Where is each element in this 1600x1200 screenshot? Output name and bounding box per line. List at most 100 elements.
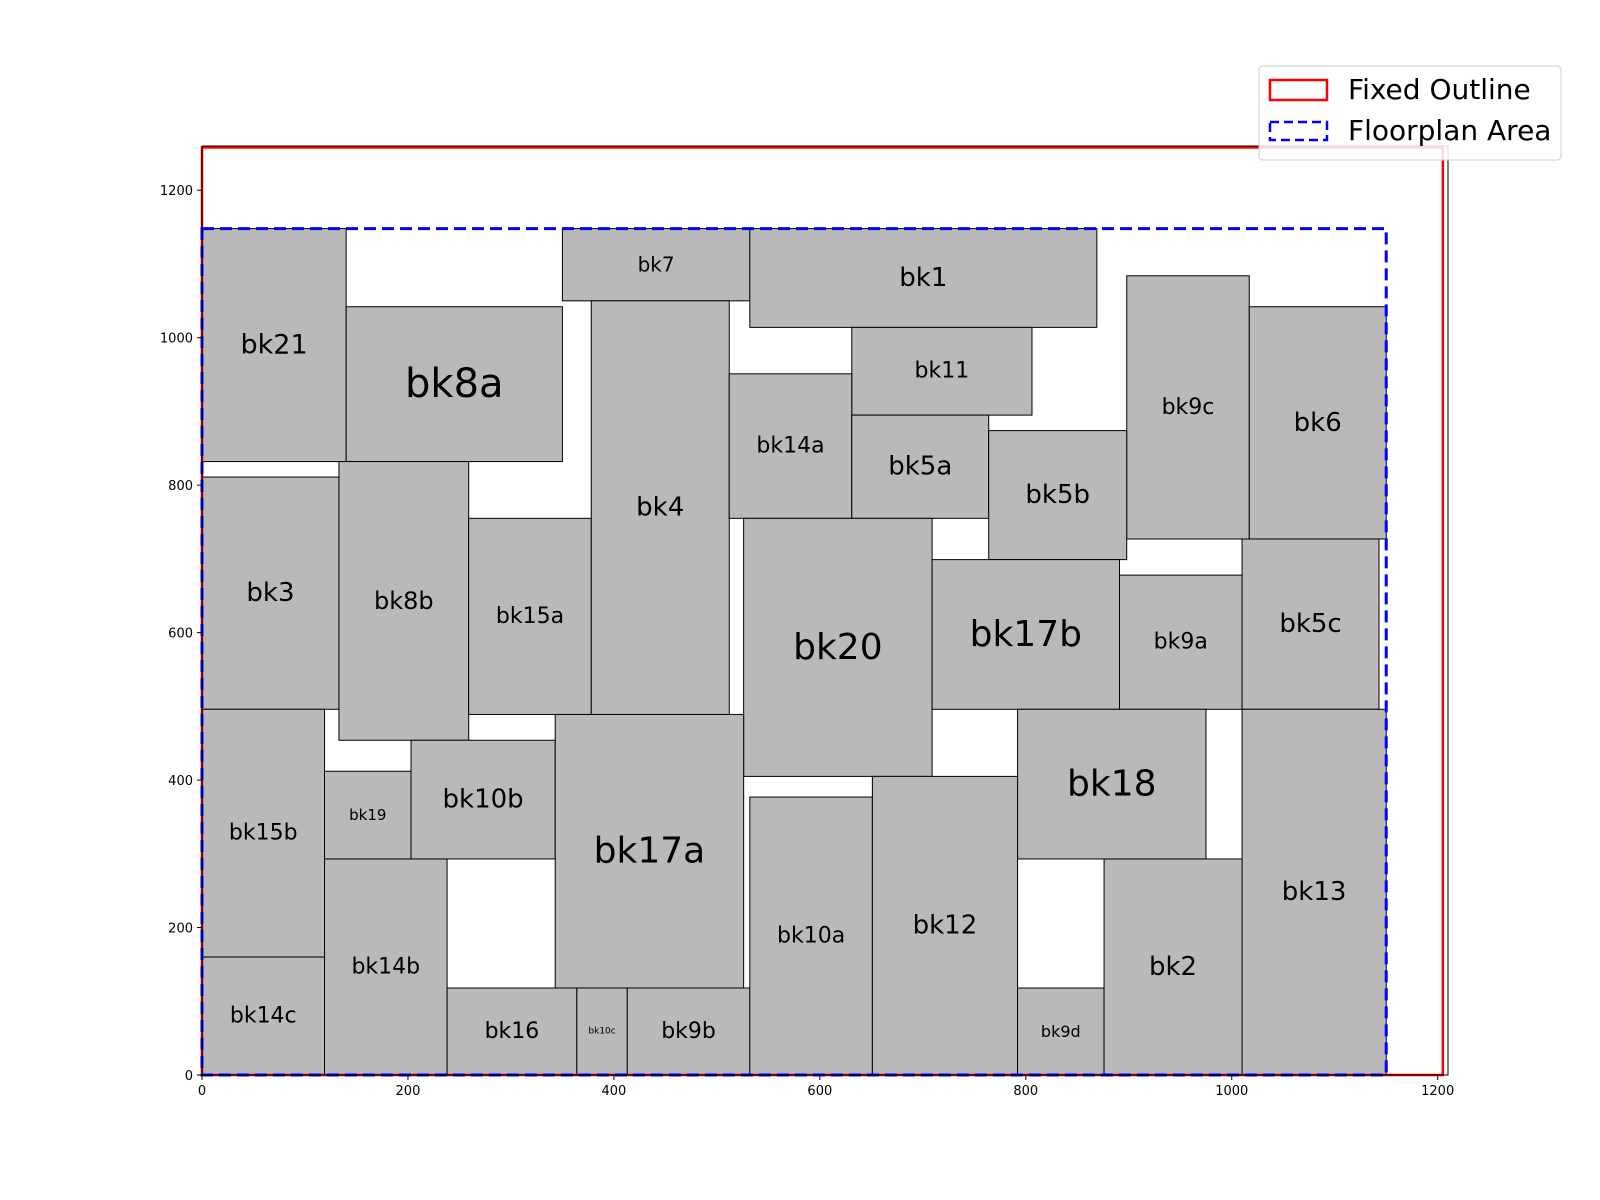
block-bk15b: bk15b xyxy=(201,708,326,958)
legend-swatch-fixed-outline xyxy=(1268,78,1329,102)
legend-label-fixed-outline: Fixed Outline xyxy=(1348,73,1531,106)
y-tick-label: 400 xyxy=(168,774,193,789)
x-tick-label: 600 xyxy=(807,1084,832,1099)
block-label: bk9c xyxy=(1162,395,1215,420)
block-label: bk8a xyxy=(405,361,504,407)
block-rect xyxy=(626,987,751,1076)
block-bk16: bk16 xyxy=(446,987,578,1076)
block-bk2: bk2 xyxy=(1103,858,1243,1076)
block-bk19: bk19 xyxy=(324,770,412,860)
block-rect xyxy=(345,306,563,463)
axes-frame xyxy=(201,145,1449,1076)
block-label: bk18 xyxy=(1067,764,1157,805)
block-bk5b: bk5b xyxy=(988,430,1128,561)
block-rect xyxy=(931,559,1121,710)
block-bk14a: bk14a xyxy=(728,373,853,519)
block-label: bk14a xyxy=(756,434,824,459)
x-tick-label: 200 xyxy=(396,1084,421,1099)
block-bk17b: bk17b xyxy=(931,559,1121,710)
block-bk9c: bk9c xyxy=(1126,275,1250,540)
block-bk14b: bk14b xyxy=(324,858,448,1076)
block-rect xyxy=(851,326,1033,416)
y-tick-label: 0 xyxy=(185,1069,193,1084)
block-rect xyxy=(576,987,628,1076)
block-rect xyxy=(871,775,1019,1076)
axes-layer: 0 200 400 600 800 1000 1200 0 200 400 600 800 1000 12… xyxy=(160,145,1454,1099)
block-label: bk10a xyxy=(777,924,845,949)
block-label: bk9b xyxy=(661,1019,716,1044)
x-tick-label: 0 xyxy=(198,1084,206,1099)
block-rect xyxy=(324,770,412,860)
block-bk9a: bk9a xyxy=(1119,574,1243,710)
block-label: bk13 xyxy=(1282,877,1347,907)
block-label: bk12 xyxy=(913,911,978,941)
block-label: bk21 xyxy=(241,330,308,361)
legend: Fixed Outline Floorplan Area xyxy=(1258,65,1562,161)
block-label: bk15a xyxy=(496,604,564,629)
legend-box xyxy=(1258,65,1562,161)
block-label: bk8b xyxy=(374,587,434,615)
x-tick-label: 800 xyxy=(1013,1084,1038,1099)
block-label: bk14b xyxy=(351,954,420,979)
block-bk8a: bk8a xyxy=(345,306,563,463)
block-bk9b: bk9b xyxy=(626,987,751,1076)
block-label: bk5b xyxy=(1025,480,1090,510)
block-bk10c: bk10c xyxy=(576,987,628,1076)
block-bk13: bk13 xyxy=(1241,708,1387,1076)
block-label: bk4 xyxy=(636,493,684,523)
x-tick-label: 1000 xyxy=(1215,1084,1248,1099)
block-label: bk14c xyxy=(230,1004,297,1029)
block-label: bk5a xyxy=(888,452,952,482)
block-bk11: bk11 xyxy=(851,326,1033,416)
block-bk15a: bk15a xyxy=(468,517,592,715)
y-tick-label: 1200 xyxy=(160,184,193,199)
block-bk7: bk7 xyxy=(561,228,751,302)
block-bk1: bk1 xyxy=(749,228,1098,328)
y-tick-label: 1000 xyxy=(160,332,193,347)
block-bk5a: bk5a xyxy=(851,414,990,519)
block-rect xyxy=(851,414,990,519)
block-rect xyxy=(201,956,326,1076)
block-rect xyxy=(201,476,340,710)
block-bk8b: bk8b xyxy=(338,461,470,741)
block-bk20: bk20 xyxy=(743,517,933,777)
blocks-layer: bk21 bk8a bk7 bk1 bk11 bk9c bk6 bk3 bk8b bk15a bk4… xyxy=(201,228,1387,1076)
block-bk10b: bk10b xyxy=(410,739,556,860)
block-bk18: bk18 xyxy=(1017,708,1207,860)
block-label: bk9a xyxy=(1154,630,1208,655)
block-bk5c: bk5c xyxy=(1241,538,1380,710)
block-rect xyxy=(324,858,448,1076)
block-rect xyxy=(1017,708,1207,860)
block-label: bk9d xyxy=(1041,1022,1081,1041)
block-rect xyxy=(1103,858,1243,1076)
block-rect xyxy=(338,461,470,741)
y-tick-label: 600 xyxy=(168,627,193,642)
block-rect xyxy=(1248,306,1387,540)
block-label: bk15b xyxy=(229,821,298,846)
block-label: bk11 xyxy=(915,359,970,384)
block-rect xyxy=(1241,538,1380,710)
block-rect xyxy=(1119,574,1243,710)
block-label: bk17a xyxy=(594,831,706,872)
legend-swatch-floorplan-area xyxy=(1268,120,1329,142)
block-label: bk16 xyxy=(485,1019,540,1044)
block-bk12: bk12 xyxy=(871,775,1019,1076)
block-label: bk17b xyxy=(970,614,1082,655)
block-rect xyxy=(1126,275,1250,540)
legend-label-floorplan-area: Floorplan Area xyxy=(1348,114,1551,147)
block-rect xyxy=(743,517,933,777)
block-label: bk20 xyxy=(793,627,883,668)
block-label: bk3 xyxy=(246,578,294,608)
block-label: bk6 xyxy=(1294,408,1342,438)
block-rect xyxy=(728,373,853,519)
x-tick-label: 1200 xyxy=(1421,1084,1454,1099)
block-rect xyxy=(988,430,1128,561)
block-rect xyxy=(749,228,1098,328)
block-bk9d: bk9d xyxy=(1017,987,1105,1076)
block-rect xyxy=(554,713,745,989)
block-rect xyxy=(468,517,592,715)
block-bk3: bk3 xyxy=(201,476,340,710)
block-label: bk19 xyxy=(349,806,386,824)
block-bk14c: bk14c xyxy=(201,956,326,1076)
